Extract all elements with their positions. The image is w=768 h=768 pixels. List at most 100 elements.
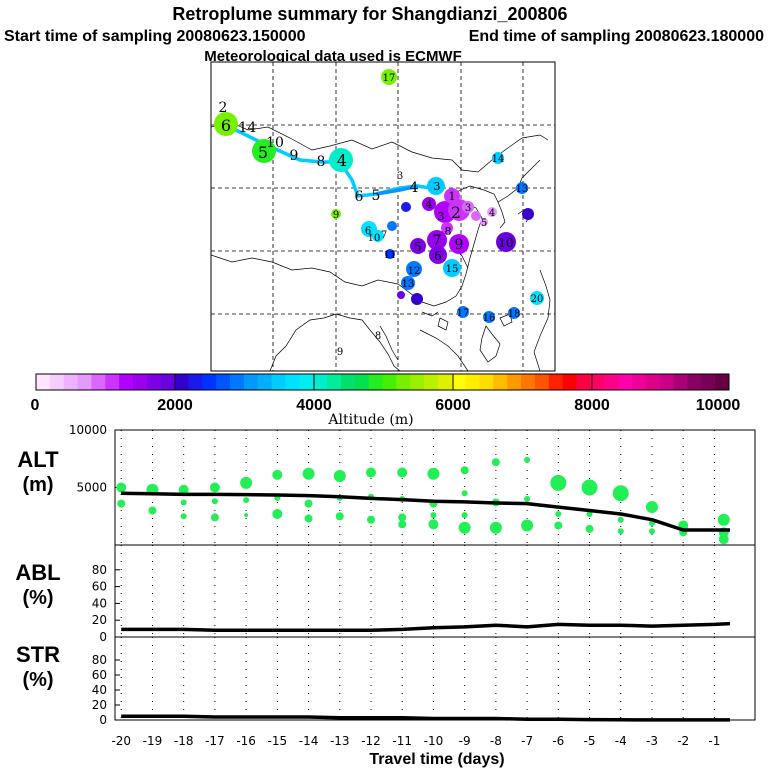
map-label: 4 <box>248 120 257 136</box>
y-tick-label: 80 <box>92 653 107 667</box>
altitude-dot <box>555 510 562 517</box>
map-bubble <box>443 259 461 277</box>
panel-alt: 5000 10000 ALT(m) <box>17 423 756 546</box>
map-label: 17 <box>383 73 396 84</box>
colorbar-swatch <box>174 374 189 390</box>
x-tick-label: -3 <box>646 734 658 748</box>
map-label: 10 <box>368 233 381 244</box>
trajectory-line-2 <box>375 184 419 196</box>
x-tick-label: -11 <box>392 734 412 748</box>
map-label: 4 <box>337 151 347 170</box>
altitude-dot <box>718 534 729 545</box>
y-tick-label: 40 <box>92 596 107 610</box>
altitude-dot <box>524 496 531 502</box>
map-label: 15 <box>446 264 459 275</box>
y-tick-label: 5000 <box>76 481 107 495</box>
colorbar-tick-label: 10000 <box>696 397 741 414</box>
altitude-dot <box>491 458 500 467</box>
x-tick-label: -1 <box>708 734 720 748</box>
x-tick-label: -6 <box>552 734 564 748</box>
colorbar-swatch <box>36 374 51 390</box>
map-label: 8 <box>445 225 452 238</box>
altitude-dot <box>178 484 189 495</box>
map-label: 3 <box>465 203 471 214</box>
colorbar-swatch <box>313 374 328 390</box>
colorbar-swatch <box>534 374 550 390</box>
map-label: 6 <box>355 189 364 205</box>
colorbar-swatch <box>590 374 605 390</box>
altitude-dot <box>524 456 531 463</box>
map-bubble <box>329 148 353 172</box>
altitude-dot <box>461 490 468 497</box>
altitude-dot <box>117 499 126 508</box>
map-bubble <box>422 197 436 211</box>
colorbar-swatch <box>687 374 702 390</box>
colorbar-swatch <box>146 374 162 390</box>
map-bubble <box>411 293 423 305</box>
x-tick-label: -2 <box>677 734 689 748</box>
map-label: 3 <box>438 210 445 223</box>
y-tick-label: 10000 <box>69 423 107 437</box>
x-tick-label: -15 <box>268 734 288 748</box>
colorbar-swatch <box>368 374 383 390</box>
altitude-dot <box>427 467 440 480</box>
colorbar-swatch <box>230 374 245 390</box>
panel-abl: 0 20 40 60 80 ABL(%) <box>15 544 756 644</box>
x-tick-label: -4 <box>615 734 627 748</box>
colorbar-swatch <box>382 374 397 390</box>
map-bubble <box>487 207 497 217</box>
panel-frame <box>114 544 756 638</box>
altitude-dot <box>272 469 283 480</box>
map-point-labels: 2 6 1 4 5 10 9 8 4 3 6 5 4 3 17 14 13 9 … <box>219 73 544 358</box>
map-bubble <box>381 69 397 85</box>
map-bubble <box>441 222 453 234</box>
altitude-dot <box>581 479 598 496</box>
colorbar-swatch <box>618 374 633 390</box>
altitude-colorbar <box>35 373 730 391</box>
figure-title: Retroplume summary for Shangdianzi_20080… <box>172 4 567 24</box>
x-tick-label: -12 <box>361 734 381 748</box>
map-bubble <box>522 208 534 220</box>
altitude-dot <box>304 499 313 508</box>
map-bubble <box>492 152 504 164</box>
map-bubble <box>385 249 395 259</box>
map-bubble <box>429 246 447 264</box>
map-bubble <box>516 182 528 194</box>
altitude-dot <box>489 521 502 534</box>
x-tick-label: -7 <box>521 734 533 748</box>
colorbar-ticks: 0 2000 4000 6000 8000 10000 <box>31 397 741 414</box>
altitude-dot <box>617 528 624 535</box>
x-tick-label: -9 <box>459 734 471 748</box>
colorbar-swatch <box>105 374 120 390</box>
x-tick-label: -8 <box>490 734 502 748</box>
colorbar-swatch <box>133 374 148 390</box>
y-tick-label: 60 <box>92 580 107 594</box>
altitude-dot <box>460 466 469 475</box>
x-tick-label: -20 <box>111 734 131 748</box>
map-label: 10 <box>498 236 513 250</box>
map-label: 10 <box>266 135 284 151</box>
colorbar-swatch <box>299 374 314 390</box>
altitude-dot <box>458 521 471 534</box>
map-label: 13 <box>516 184 529 195</box>
altitude-dot <box>367 515 375 524</box>
colorbar-swatch <box>548 374 564 390</box>
x-tick-label: -14 <box>299 734 319 748</box>
x-tick-label: -18 <box>174 734 194 748</box>
colorbar-swatch <box>216 374 231 390</box>
map-bubble <box>483 311 495 323</box>
map-bubble <box>471 211 481 221</box>
altitude-dot <box>428 519 439 530</box>
x-tick-label: -16 <box>236 734 256 748</box>
time-series-panels: 500010000ALT(m)020406080ABL(%)020406080S… <box>15 423 756 768</box>
map-bubble <box>530 291 544 305</box>
altitude-dot <box>550 474 567 491</box>
map-label: 14 <box>492 154 505 165</box>
altitude-dot <box>397 467 408 478</box>
panel-ylabel-unit: (m) <box>22 474 53 496</box>
map-label: 6 <box>221 116 231 135</box>
altitude-dot <box>180 499 187 506</box>
map-bubble <box>372 230 384 242</box>
panel-ylabel: STR <box>16 642 60 667</box>
